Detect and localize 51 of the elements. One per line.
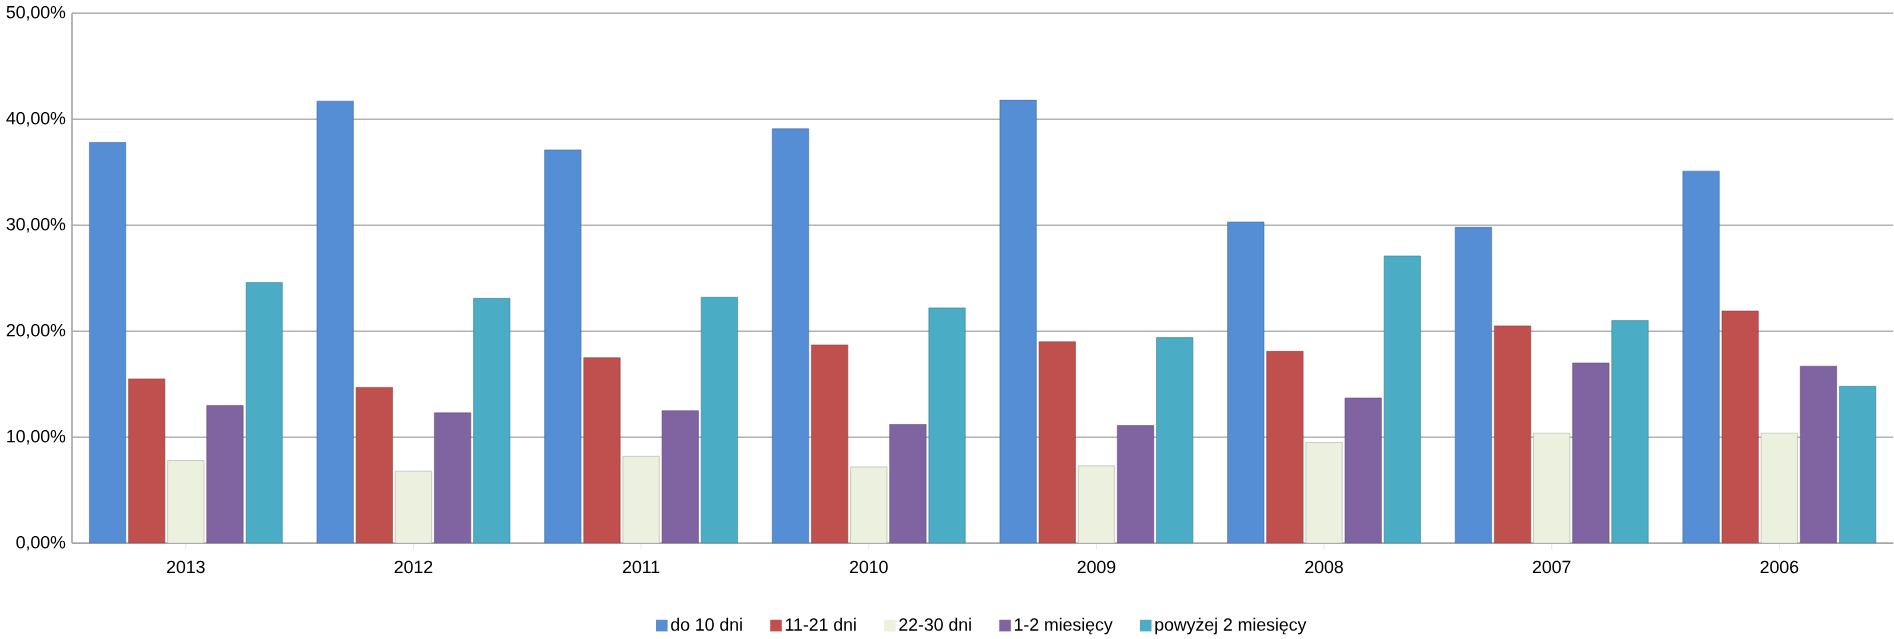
bar (206, 405, 244, 544)
bar (316, 101, 354, 544)
x-tick-label: 2010 (850, 560, 888, 574)
bar (1682, 171, 1720, 544)
x-tick-label: 2011 (623, 560, 660, 574)
bar (772, 128, 809, 544)
bar (999, 99, 1037, 544)
bar (128, 378, 166, 544)
bar (811, 344, 849, 544)
y-tick-label: 0,00% (16, 536, 66, 551)
x-tick-label: 2009 (1077, 560, 1116, 574)
bar (928, 307, 966, 544)
bar (1454, 227, 1492, 544)
bar (889, 424, 927, 544)
bar (1344, 397, 1382, 544)
bar (1494, 325, 1532, 544)
y-tick-label: 20,00% (6, 324, 66, 339)
bar (1800, 366, 1837, 544)
x-tick-label: 2012 (394, 560, 433, 574)
bar (661, 410, 699, 544)
legend-label: do 10 dni (671, 617, 742, 631)
legend-label: 1-2 miesięcy (1014, 617, 1113, 635)
bar (544, 149, 582, 544)
legend-label: 11-21 dni (785, 617, 856, 631)
legend-label: powyżej 2 miesięcy (1155, 617, 1307, 635)
y-tick-label: 40,00% (6, 112, 66, 127)
bar (1572, 362, 1610, 544)
y-tick-label: 30,00% (6, 218, 66, 233)
bar (245, 282, 283, 544)
bar (1156, 337, 1194, 544)
bar (583, 357, 621, 544)
bar (434, 412, 472, 544)
bar (1266, 351, 1304, 544)
y-tick-label: 10,00% (7, 430, 66, 445)
bar (1038, 341, 1076, 544)
y-tick-label: 50,00% (6, 6, 66, 21)
bar (1383, 255, 1421, 544)
bar (1227, 221, 1265, 544)
x-tick-label: 2007 (1532, 560, 1571, 574)
x-tick-label: 2013 (167, 560, 205, 574)
bar (89, 142, 127, 544)
bar (700, 297, 738, 544)
legend-label: 22-30 dni (899, 617, 971, 631)
bar (473, 298, 511, 544)
x-tick-label: 2008 (1305, 560, 1343, 574)
bar (1611, 320, 1649, 544)
bar (355, 387, 393, 544)
bar (1721, 310, 1759, 544)
bar (1117, 425, 1155, 544)
bar (1839, 386, 1877, 544)
x-tick-label: 2006 (1760, 560, 1799, 574)
